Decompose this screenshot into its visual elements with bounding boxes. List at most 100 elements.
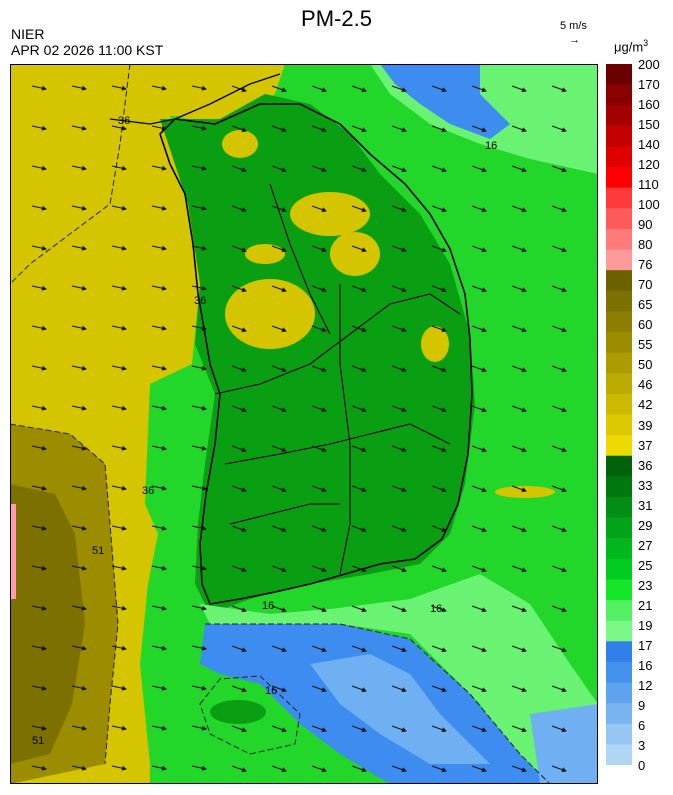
- legend-label: 70: [638, 277, 653, 293]
- legend-swatch: [606, 496, 632, 519]
- wind-arrow-icon: [191, 645, 207, 651]
- wind-arrow-icon: [71, 565, 87, 571]
- legend-swatch: [606, 538, 632, 560]
- yellow-blob: [495, 486, 555, 498]
- wind-arrow-icon: [351, 565, 367, 573]
- wind-arrow-icon: [71, 605, 87, 611]
- wind-arrow-icon: [471, 325, 487, 333]
- wind-arrow-icon: [71, 85, 87, 91]
- north-border: [109, 73, 281, 125]
- wind-arrow-icon: [311, 405, 327, 413]
- wind-arrow-icon: [511, 405, 527, 413]
- wind-arrow-icon: [551, 125, 567, 133]
- wind-arrow-icon: [551, 605, 567, 613]
- wind-arrow-icon: [111, 125, 127, 131]
- wind-arrow-icon: [311, 765, 327, 773]
- wind-arrow-icon: [431, 285, 447, 293]
- legend-swatch: [606, 476, 632, 498]
- contour-label: 16: [262, 600, 274, 612]
- wind-arrow-icon: [511, 525, 527, 533]
- wind-arrow-icon: [511, 565, 527, 573]
- wind-arrow-icon: [111, 485, 127, 491]
- wind-arrow-icon: [311, 445, 327, 453]
- wind-arrow-icon: [111, 645, 127, 651]
- legend-label: 55: [638, 337, 653, 353]
- wind-arrow-icon: [551, 205, 567, 213]
- yellow-blob: [245, 244, 285, 264]
- wind-arrow-icon: [391, 605, 407, 613]
- wind-arrow-icon: [551, 725, 567, 733]
- contour-label: 51: [92, 545, 104, 557]
- legend-label: 150: [638, 117, 660, 133]
- wind-arrow-icon: [351, 205, 367, 213]
- wind-arrow-icon: [511, 365, 527, 373]
- wind-arrows: [31, 85, 567, 773]
- legend-label: 17: [638, 637, 653, 653]
- wind-arrow-icon: [231, 125, 247, 133]
- map-frame: [10, 64, 598, 784]
- wind-arrow-icon: [551, 245, 567, 253]
- wind-arrow-icon: [271, 245, 287, 253]
- wind-arrow-icon: [551, 165, 567, 173]
- wind-arrow-icon: [511, 445, 527, 453]
- wind-arrow-icon: [471, 125, 487, 133]
- legend-label: 90: [638, 217, 653, 233]
- wind-arrow-icon: [71, 245, 87, 251]
- legend-label: 9: [638, 697, 646, 713]
- legend-swatch: [606, 84, 632, 106]
- wind-arrow-icon: [111, 605, 127, 611]
- contour-label: 36: [142, 485, 154, 497]
- wind-arrow-icon: [71, 765, 87, 771]
- wind-arrow-icon: [31, 445, 47, 451]
- legend-swatch: [606, 270, 632, 292]
- contour-label: 36: [118, 115, 130, 127]
- legend-label: 23: [638, 577, 653, 593]
- wind-arrow-icon: [191, 605, 207, 611]
- wind-arrow-icon: [31, 365, 47, 371]
- wind-arrow-icon: [551, 365, 567, 373]
- wind-arrow-icon: [191, 125, 207, 131]
- wind-arrow-icon: [511, 645, 527, 653]
- wind-arrow-icon: [151, 85, 167, 91]
- agency-label: NIER: [11, 26, 45, 42]
- wind-arrow-icon: [271, 165, 287, 173]
- coastline: [159, 103, 473, 605]
- wind-arrow-icon: [311, 205, 327, 213]
- wind-arrow-icon: [391, 85, 407, 93]
- wind-arrow-icon: [431, 365, 447, 373]
- wind-arrow-icon: [551, 285, 567, 293]
- wind-arrow-icon: [511, 125, 527, 133]
- wind-arrow-icon: [151, 725, 167, 731]
- wind-arrow-icon: [151, 685, 167, 691]
- wind-arrow-icon: [271, 445, 287, 453]
- wind-arrow-icon: [71, 485, 87, 491]
- wind-arrow-icon: [31, 205, 47, 211]
- wind-arrow-icon: [271, 525, 287, 533]
- wind-arrow-icon: [311, 565, 327, 573]
- legend-label: 60: [638, 317, 653, 333]
- wind-arrow-icon: [391, 325, 407, 333]
- wind-arrow-icon: [231, 685, 247, 693]
- wind-arrow-icon: [111, 565, 127, 571]
- wind-arrow-icon: [311, 325, 327, 333]
- contour-label: 51: [32, 735, 44, 747]
- wind-arrow-icon: [191, 525, 207, 531]
- wind-arrow-icon: [271, 685, 287, 693]
- wind-arrow-icon: [31, 325, 47, 331]
- wind-arrow-icon: [231, 165, 247, 173]
- legend-label: 80: [638, 237, 653, 253]
- wind-arrow-icon: [151, 405, 167, 411]
- wind-arrow-icon: [311, 365, 327, 373]
- wind-arrow-icon: [151, 125, 167, 131]
- legend-swatch: [606, 455, 632, 477]
- legend-label: 65: [638, 297, 653, 313]
- legend-label: 76: [638, 257, 653, 273]
- contour-line: [10, 64, 131, 285]
- wind-arrow-icon: [351, 605, 367, 613]
- wind-arrow-icon: [471, 725, 487, 733]
- unit-base: μg/m: [614, 39, 644, 55]
- wind-arrow-icon: [471, 365, 487, 373]
- wind-arrow-icon: [271, 485, 287, 493]
- wind-arrow-icon: [71, 325, 87, 331]
- wind-arrow-icon: [311, 685, 327, 693]
